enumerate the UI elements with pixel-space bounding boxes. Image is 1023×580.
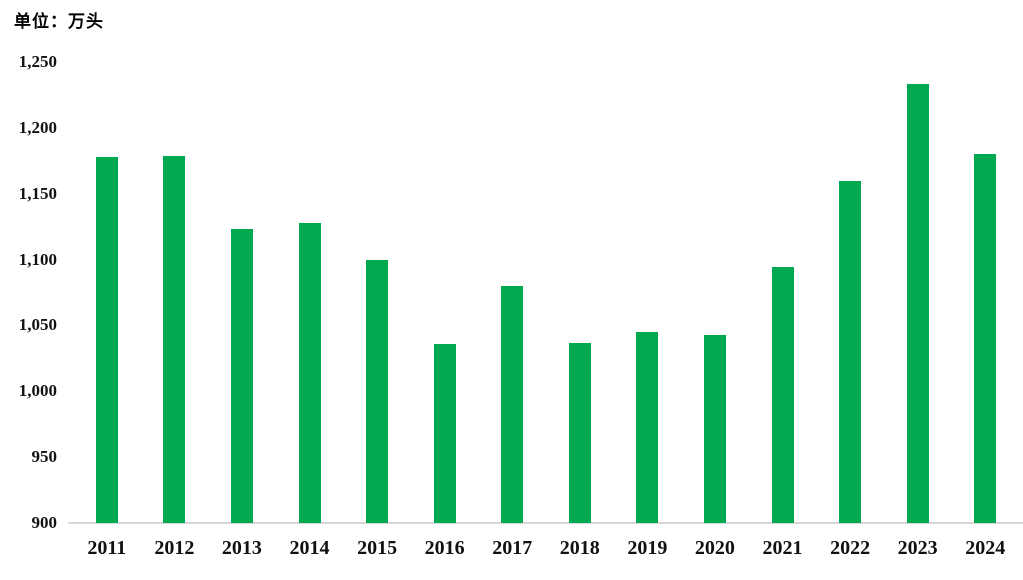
bar-2012 [163, 155, 186, 523]
x-tick-2021: 2021 [762, 537, 803, 559]
bar-2011 [95, 156, 118, 523]
y-tick-900: 900 [31, 513, 58, 532]
x-tick-2013: 2013 [221, 537, 262, 559]
bar-2024 [974, 154, 997, 523]
bar-2019 [636, 332, 659, 523]
bar-2018 [568, 342, 591, 523]
x-tick-2015: 2015 [357, 537, 398, 559]
chart-unit-label: 单位：万头 [14, 12, 104, 31]
y-tick-1250: 1,250 [18, 52, 57, 71]
bar-2017 [501, 285, 524, 523]
x-axis-line [68, 522, 1023, 524]
bar-2020 [703, 334, 726, 523]
y-tick-1000: 1,000 [18, 381, 57, 401]
x-tick-2019: 2019 [627, 537, 668, 559]
x-tick-2020: 2020 [694, 537, 735, 559]
y-tick-950: 950 [31, 447, 58, 467]
x-tick-2011: 2011 [87, 537, 127, 559]
bar-2014 [298, 222, 321, 523]
x-tick-2014: 2014 [289, 537, 330, 559]
bar-2015 [366, 259, 389, 523]
x-tick-2018: 2018 [559, 537, 600, 559]
x-tick-2024: 2024 [965, 537, 1006, 559]
bar-2013 [230, 229, 253, 523]
y-tick-1200: 1,200 [18, 117, 57, 137]
y-tick-1100: 1,100 [18, 249, 57, 269]
bar-2021 [771, 267, 794, 523]
bar-2016 [433, 343, 456, 523]
bar-2022 [839, 180, 862, 523]
plot-area [73, 62, 1019, 523]
x-tick-2022: 2022 [830, 537, 871, 559]
x-tick-2016: 2016 [424, 537, 465, 559]
bar-2023 [906, 84, 929, 523]
y-axis: 900 950 1,000 1,050 1,100 1,150 1,200 1,250 [0, 52, 58, 532]
x-axis: 2011 2012 2013 2014 2015 2016 2017 2018 2019 2020… [73, 537, 1019, 569]
y-tick-1150: 1,150 [18, 183, 57, 203]
x-tick-2017: 2017 [492, 537, 533, 559]
x-tick-2012: 2012 [154, 537, 195, 559]
x-tick-2023: 2023 [897, 537, 938, 559]
y-tick-1050: 1,050 [18, 315, 57, 335]
